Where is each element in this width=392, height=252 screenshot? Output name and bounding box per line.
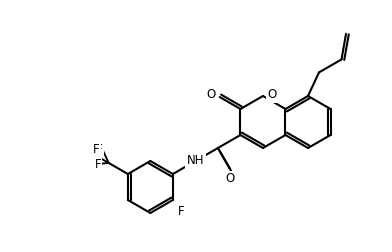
Text: O: O (207, 87, 216, 101)
Text: F: F (96, 143, 103, 156)
Text: O: O (225, 172, 234, 185)
Text: NH: NH (187, 154, 204, 168)
Text: F: F (94, 158, 101, 171)
Text: F: F (178, 205, 185, 218)
Text: F: F (93, 143, 100, 156)
Text: O: O (267, 88, 276, 102)
